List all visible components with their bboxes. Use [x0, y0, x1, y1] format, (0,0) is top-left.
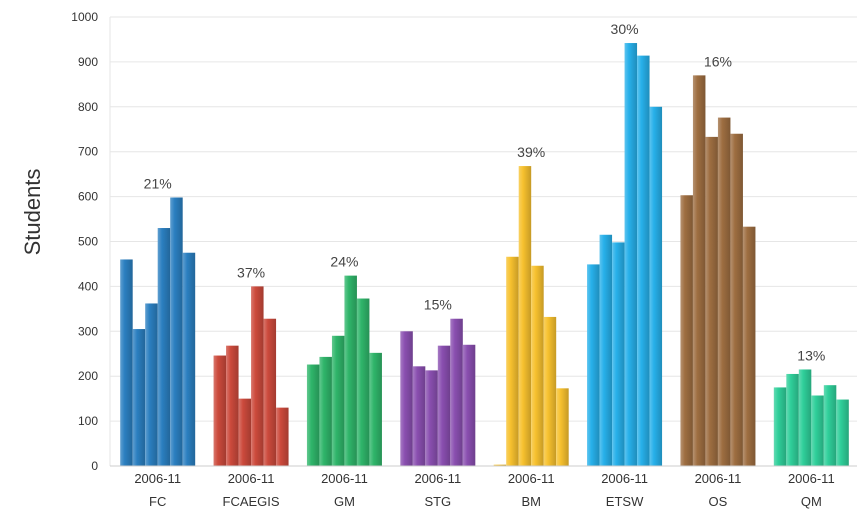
category-label: BM — [521, 494, 541, 509]
bar-etsw-5 — [637, 55, 650, 466]
percent-label: 30% — [611, 21, 639, 37]
y-tick-label: 200 — [78, 369, 98, 383]
bar-gm-3 — [331, 335, 345, 466]
bar-bm-3 — [518, 166, 532, 466]
bar-gm-5 — [356, 298, 370, 466]
bar-qm-2 — [786, 373, 799, 466]
bar-qm-5 — [823, 385, 837, 466]
bar-stg-6 — [462, 344, 476, 466]
bar-fcaegis-1 — [213, 355, 227, 466]
category-label: STG — [424, 494, 451, 509]
y-tick-label: 900 — [78, 55, 98, 69]
percent-label: 16% — [704, 53, 732, 69]
category-label: FC — [149, 494, 166, 509]
bar-qm-1 — [773, 387, 787, 466]
bar-gm-4 — [344, 275, 357, 466]
y-tick-label: 0 — [91, 459, 98, 473]
y-tick-label: 1000 — [71, 10, 98, 24]
percent-label: 21% — [144, 175, 172, 191]
bar-os-6 — [742, 226, 756, 466]
percent-label: 15% — [424, 297, 452, 313]
category-label: FCAEGIS — [223, 494, 280, 509]
y-tick-label: 300 — [78, 324, 98, 338]
percent-label: 24% — [330, 254, 358, 270]
bar-qm-4 — [811, 395, 824, 466]
bar-gm-1 — [306, 364, 320, 466]
bar-fcaegis-6 — [276, 407, 289, 466]
category-labels: 21% 2006-11 FC 37% 2006-11 FCAEGIS 24% 2006-11 G… — [134, 21, 834, 509]
category-label: OS — [709, 494, 728, 509]
bar-fc-3 — [145, 303, 158, 466]
bar-bm-2 — [506, 256, 519, 466]
bar-fcaegis-4 — [251, 286, 264, 466]
bar-os-3 — [705, 136, 718, 466]
category-label: QM — [801, 494, 822, 509]
bar-os-1 — [680, 195, 693, 467]
period-label: 2006-11 — [414, 471, 461, 486]
bar-stg-2 — [412, 366, 426, 466]
y-tick-label: 100 — [78, 414, 98, 428]
bar-fc-6 — [182, 252, 196, 466]
bar-bm-6 — [556, 388, 569, 466]
bar-stg-5 — [450, 318, 463, 466]
period-label: 2006-11 — [788, 471, 835, 486]
bar-fc-5 — [170, 197, 183, 467]
bar-bm-5 — [543, 316, 557, 466]
bars — [120, 43, 849, 467]
bar-fcaegis-2 — [226, 345, 239, 466]
bar-bm-4 — [531, 265, 544, 466]
bar-os-2 — [692, 75, 706, 467]
bar-etsw-2 — [599, 234, 613, 466]
y-axis-label: Students — [20, 169, 45, 256]
y-axis-ticks: 0 100 200 300 400 500 600 700 800 900 1000 — [71, 10, 98, 473]
bar-stg-3 — [425, 370, 438, 466]
bar-bm-1 — [493, 464, 507, 466]
period-label: 2006-11 — [695, 471, 742, 486]
bar-etsw-4 — [624, 43, 638, 467]
bar-fc-4 — [157, 228, 171, 466]
period-label: 2006-11 — [601, 471, 648, 486]
period-label: 2006-11 — [321, 471, 368, 486]
y-tick-label: 600 — [78, 190, 98, 204]
bar-qm-3 — [798, 369, 812, 466]
period-label: 2006-11 — [228, 471, 275, 486]
bar-etsw-3 — [612, 242, 625, 466]
bar-gm-6 — [369, 352, 382, 466]
bar-stg-4 — [437, 345, 451, 466]
percent-label: 39% — [517, 144, 545, 160]
y-tick-label: 400 — [78, 279, 98, 293]
bar-stg-1 — [400, 331, 413, 466]
percent-label: 13% — [797, 347, 825, 363]
category-label: ETSW — [606, 494, 644, 509]
y-tick-label: 800 — [78, 100, 98, 114]
category-label: GM — [334, 494, 355, 509]
y-tick-label: 700 — [78, 145, 98, 159]
bar-fcaegis-3 — [238, 398, 252, 466]
bar-fc-1 — [120, 259, 133, 466]
bar-os-5 — [730, 133, 743, 467]
bar-fcaegis-5 — [263, 318, 277, 466]
bar-etsw-6 — [649, 106, 663, 467]
bar-etsw-1 — [587, 264, 600, 466]
percent-label: 37% — [237, 264, 265, 280]
y-tick-label: 500 — [78, 235, 98, 249]
period-label: 2006-11 — [134, 471, 181, 486]
bar-gm-2 — [319, 356, 332, 466]
bar-qm-6 — [836, 399, 849, 466]
period-label: 2006-11 — [508, 471, 555, 486]
bar-fc-2 — [132, 329, 146, 466]
bar-os-4 — [717, 117, 731, 467]
